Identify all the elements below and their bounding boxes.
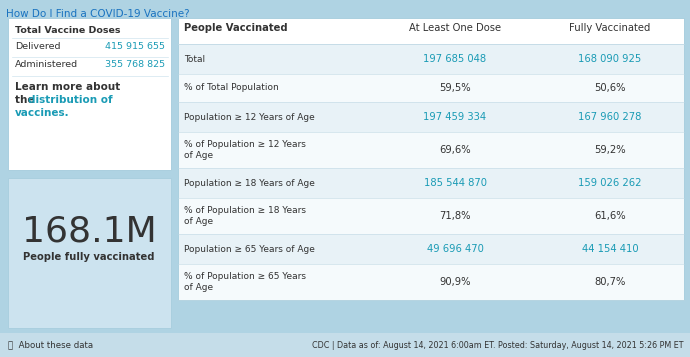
Text: 167 960 278: 167 960 278 bbox=[578, 112, 642, 122]
Text: Total Vaccine Doses: Total Vaccine Doses bbox=[15, 26, 121, 35]
Text: Fully Vaccinated: Fully Vaccinated bbox=[569, 23, 651, 33]
Text: % of Population ≥ 18 Years
of Age: % of Population ≥ 18 Years of Age bbox=[184, 206, 306, 226]
Text: % of Population ≥ 12 Years
of Age: % of Population ≥ 12 Years of Age bbox=[184, 140, 306, 160]
Text: 185 544 870: 185 544 870 bbox=[424, 178, 486, 188]
Text: Learn more about: Learn more about bbox=[15, 82, 120, 92]
Text: 168 090 925: 168 090 925 bbox=[578, 54, 642, 64]
Text: 415 915 655: 415 915 655 bbox=[105, 42, 165, 51]
Text: Population ≥ 12 Years of Age: Population ≥ 12 Years of Age bbox=[184, 112, 315, 121]
Text: ⓘ  About these data: ⓘ About these data bbox=[8, 341, 93, 350]
Bar bbox=[8, 18, 171, 170]
Text: 69,6%: 69,6% bbox=[440, 145, 471, 155]
Bar bbox=[178, 168, 684, 198]
Text: People fully vaccinated: People fully vaccinated bbox=[23, 252, 155, 262]
Text: CDC | Data as of: August 14, 2021 6:00am ET. Posted: Saturday, August 14, 2021 5: CDC | Data as of: August 14, 2021 6:00am… bbox=[313, 341, 684, 350]
Text: 59,5%: 59,5% bbox=[440, 83, 471, 93]
Bar bbox=[178, 18, 684, 44]
Text: 44 154 410: 44 154 410 bbox=[582, 244, 638, 254]
Text: Population ≥ 65 Years of Age: Population ≥ 65 Years of Age bbox=[184, 245, 315, 253]
Text: 61,6%: 61,6% bbox=[594, 211, 626, 221]
Text: 59,2%: 59,2% bbox=[594, 145, 626, 155]
Bar bbox=[178, 132, 684, 168]
Text: distribution of: distribution of bbox=[28, 95, 112, 105]
Text: % of Population ≥ 65 Years
of Age: % of Population ≥ 65 Years of Age bbox=[184, 272, 306, 292]
Bar bbox=[178, 18, 684, 300]
Text: vaccines.: vaccines. bbox=[15, 108, 70, 118]
Text: 80,7%: 80,7% bbox=[594, 277, 626, 287]
Bar bbox=[178, 198, 684, 234]
Text: 197 685 048: 197 685 048 bbox=[424, 54, 486, 64]
Text: People Vaccinated: People Vaccinated bbox=[184, 23, 288, 33]
Bar bbox=[8, 178, 171, 328]
Text: How Do I Find a COVID-19 Vaccine?: How Do I Find a COVID-19 Vaccine? bbox=[6, 9, 190, 19]
Text: Population ≥ 18 Years of Age: Population ≥ 18 Years of Age bbox=[184, 178, 315, 187]
Text: 355 768 825: 355 768 825 bbox=[105, 60, 165, 69]
Text: Total: Total bbox=[184, 55, 205, 64]
Bar bbox=[178, 264, 684, 300]
Text: 168.1M: 168.1M bbox=[21, 215, 157, 249]
Bar bbox=[178, 44, 684, 74]
Text: Delivered: Delivered bbox=[15, 42, 61, 51]
Text: 71,8%: 71,8% bbox=[440, 211, 471, 221]
Text: 50,6%: 50,6% bbox=[594, 83, 626, 93]
Text: 159 026 262: 159 026 262 bbox=[578, 178, 642, 188]
Text: 90,9%: 90,9% bbox=[440, 277, 471, 287]
Text: 197 459 334: 197 459 334 bbox=[424, 112, 486, 122]
Bar bbox=[178, 102, 684, 132]
Bar bbox=[178, 74, 684, 102]
Bar bbox=[178, 234, 684, 264]
Text: At Least One Dose: At Least One Dose bbox=[409, 23, 501, 33]
Text: % of Total Population: % of Total Population bbox=[184, 84, 279, 92]
Text: the: the bbox=[15, 95, 38, 105]
Bar bbox=[0, 333, 690, 357]
Text: Administered: Administered bbox=[15, 60, 78, 69]
Text: 49 696 470: 49 696 470 bbox=[426, 244, 484, 254]
